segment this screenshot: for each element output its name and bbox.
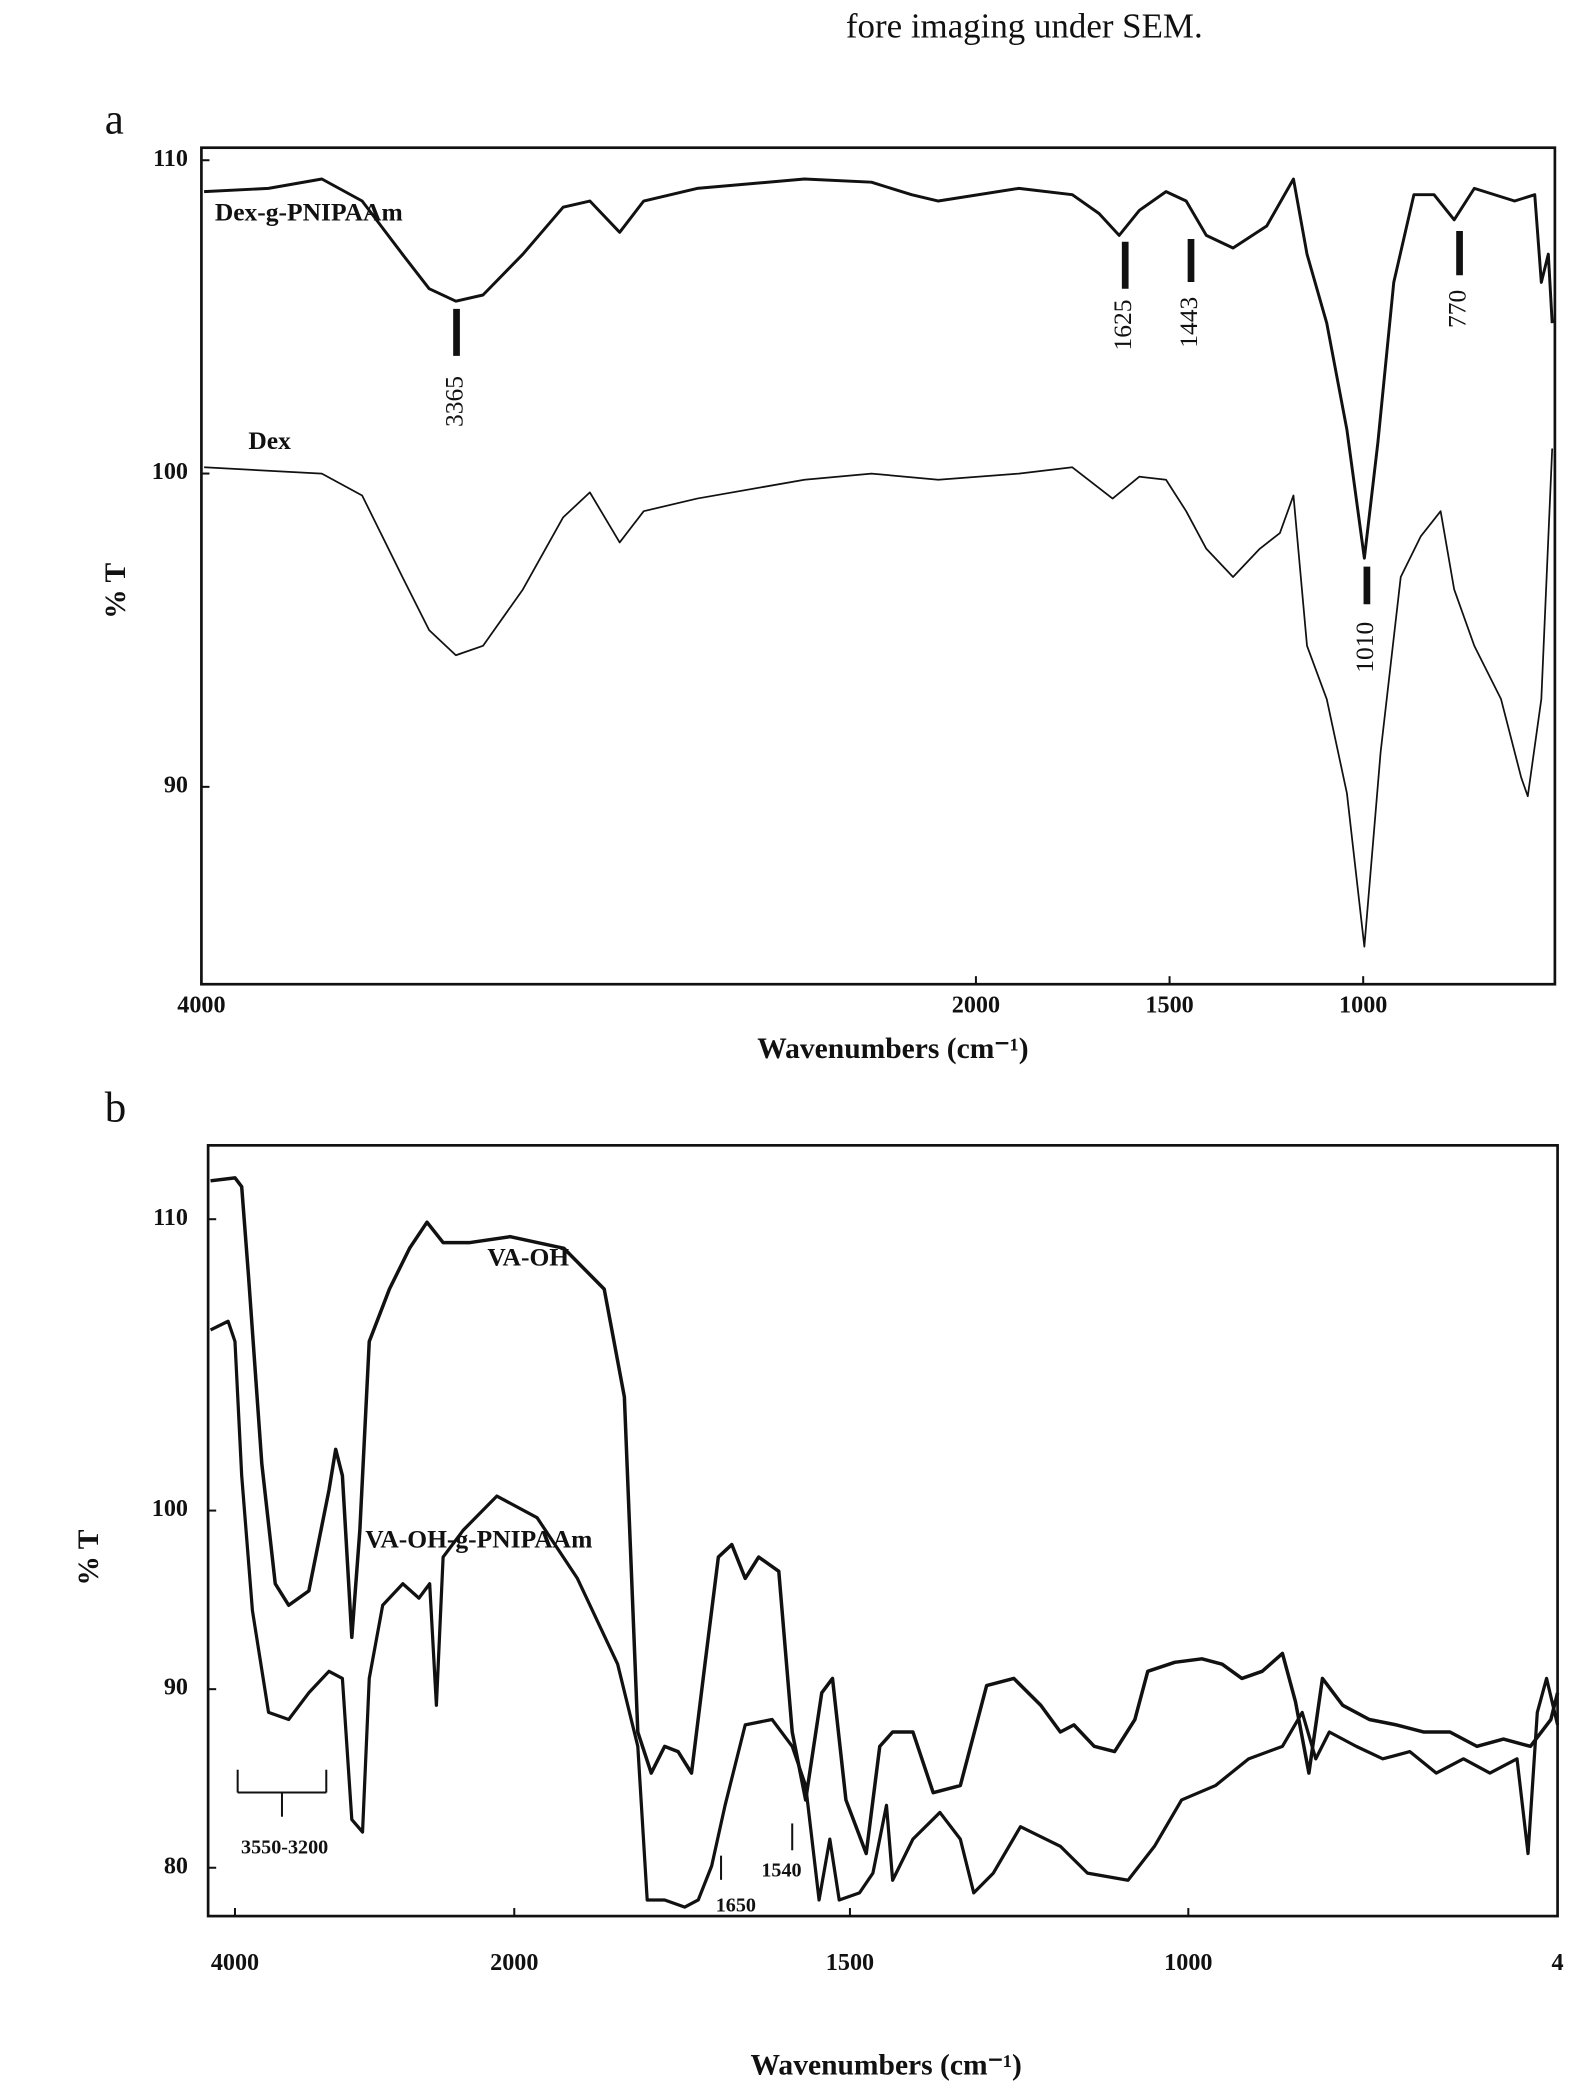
annotation-label: 770 [1442,290,1471,328]
x-tick-label: 4 [1552,1949,1564,1976]
x-axis-title: Wavenumbers (cm⁻¹) [751,2050,1022,2082]
annotation-label: 1010 [1350,622,1379,673]
x-tick-label: 2000 [490,1949,538,1976]
panel-label: a [105,96,124,143]
spectrum-line [209,1319,1560,1909]
annotation-label: 1650 [716,1894,756,1916]
x-tick-label: 1500 [826,1949,874,1976]
x-tick-label: 1000 [1164,1949,1212,1976]
series-label: VA-OH [487,1242,569,1271]
y-axis-title: % T [100,562,132,618]
y-tick-label: 110 [153,145,188,172]
y-tick-label: 80 [164,1852,188,1879]
y-tick-label: 90 [164,1674,188,1701]
x-tick-label: 1000 [1339,992,1387,1019]
plot-frame [206,1144,1559,1918]
panel-label: b [105,1085,126,1132]
x-tick-label: 4000 [177,992,225,1019]
y-tick-label: 90 [164,771,188,798]
annotation-label: 1443 [1174,297,1203,348]
series-label: Dex [248,426,291,455]
x-axis-title: Wavenumbers (cm⁻¹) [757,1033,1028,1065]
annotation-label: 3550-3200 [241,1837,328,1859]
y-tick-label: 100 [152,1495,188,1522]
x-tick-label: 1500 [1145,992,1193,1019]
y-tick-label: 100 [152,458,188,485]
annotation-label: 3365 [439,376,468,427]
spectrum-line [210,1176,1560,1856]
x-tick-label: 2000 [952,992,1000,1019]
body-text: fore imaging under SEM. [846,7,1203,46]
spectrum-line [204,448,1554,948]
y-axis-title: % T [73,1529,105,1585]
y-tick-label: 110 [153,1204,188,1231]
x-tick-label: 4000 [211,1949,259,1976]
series-label: VA-OH-g-PNIPAAm [365,1524,592,1553]
spectrum-line [204,177,1554,560]
series-label: Dex-g-PNIPAAm [215,198,403,227]
plot-frame [200,146,1557,986]
annotation-label: 1540 [761,1859,801,1881]
annotation-label: 1625 [1108,299,1137,350]
